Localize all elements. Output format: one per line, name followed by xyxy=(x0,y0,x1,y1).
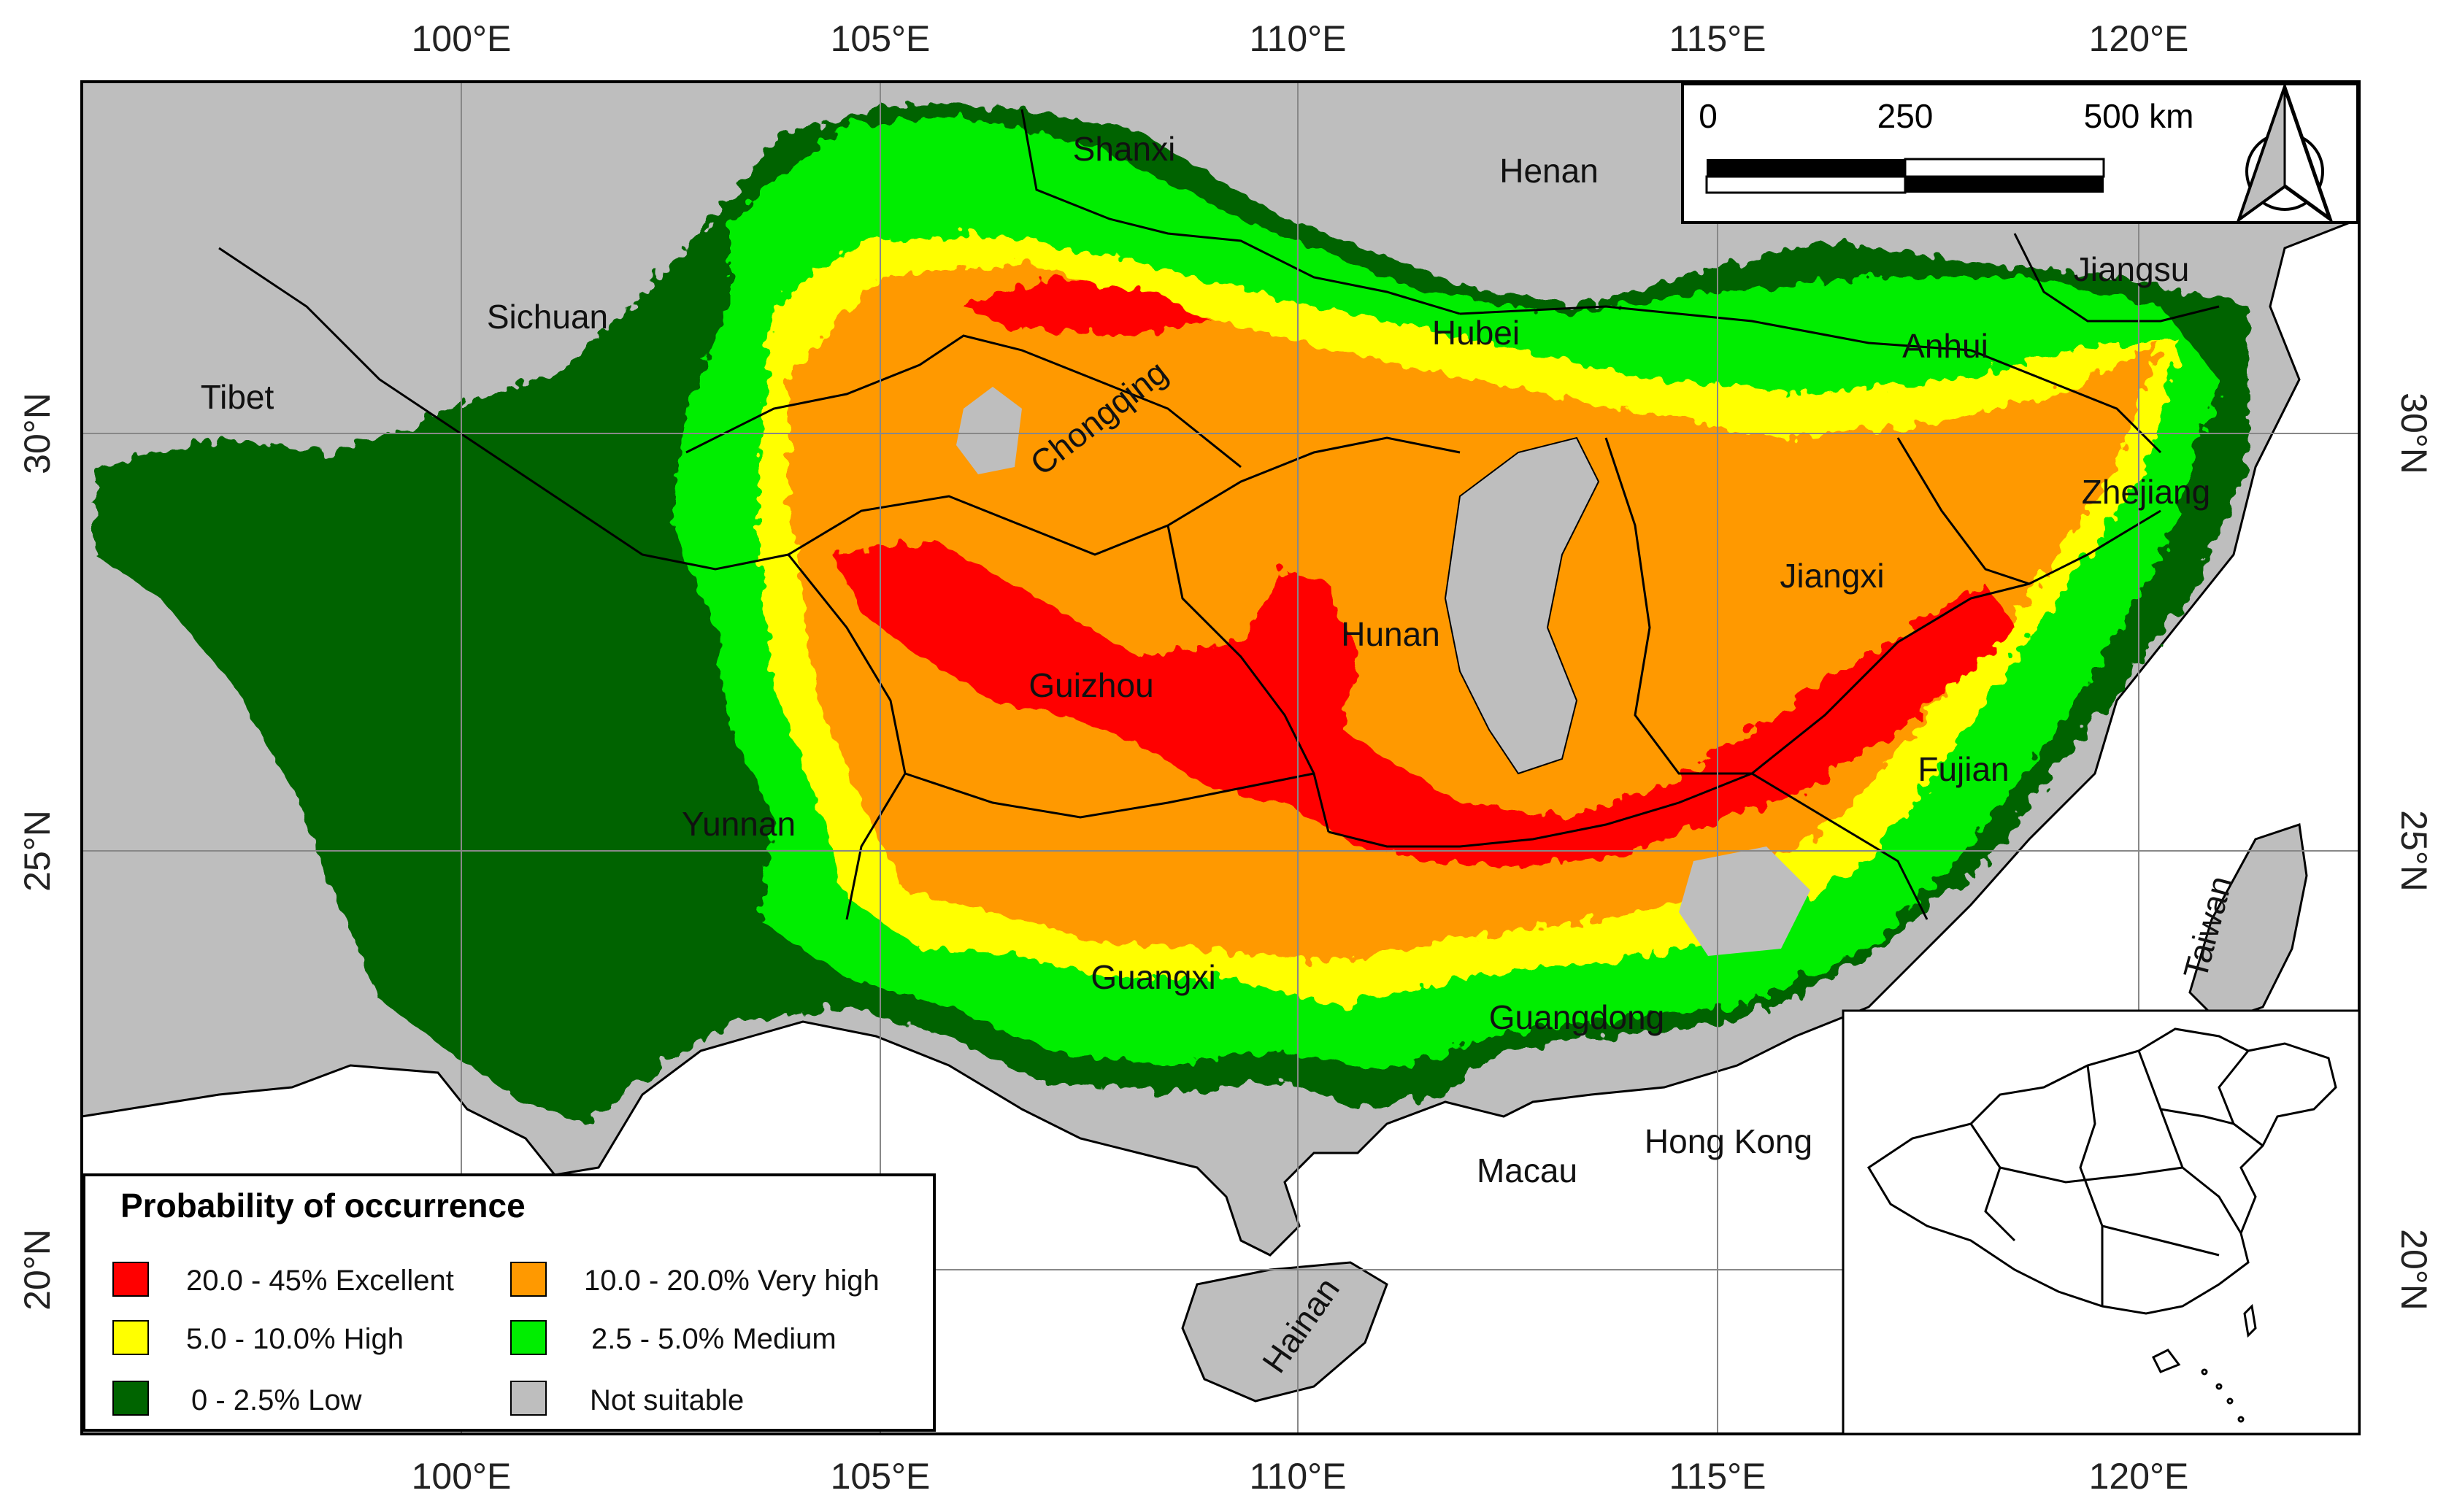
inset-map-panel xyxy=(1842,1009,2361,1435)
legend-label-high: 5.0 - 10.0% High xyxy=(186,1323,404,1355)
hainan-island xyxy=(1181,1261,1388,1403)
label-jiangsu: Jiangsu xyxy=(2074,250,2190,288)
label-hunan: Hunan xyxy=(1341,615,1440,653)
legend: Probability of occurrence 20.0 - 45% Exc… xyxy=(82,1173,936,1432)
guangdong-lowland xyxy=(1679,846,1810,956)
label-jiangxi: Jiangxi xyxy=(1780,557,1884,595)
left-axis: 30°N 25°N 20°N xyxy=(17,393,58,1311)
label-hong-kong: Hong Kong xyxy=(1645,1122,1812,1160)
scale-segment-white-top xyxy=(1904,158,2105,178)
legend-label-not-suitable: Not suitable xyxy=(590,1384,744,1416)
legend-swatch-very-high xyxy=(510,1262,547,1297)
map-area xyxy=(82,82,2359,1434)
scale-segment-black-top xyxy=(1707,159,1905,177)
label-guangxi: Guangxi xyxy=(1091,958,1215,996)
scale-label-500: 500 km xyxy=(2084,97,2194,135)
label-henan: Henan xyxy=(1499,152,1599,190)
left-tick-label: 30°N xyxy=(17,393,58,474)
label-macau: Macau xyxy=(1477,1152,1577,1189)
top-tick-label: 105°E xyxy=(831,18,931,59)
legend-label-very-high: 10.0 - 20.0% Very high xyxy=(584,1265,880,1297)
legend-swatch-excellent xyxy=(112,1262,149,1297)
label-fujian: Fujian xyxy=(1918,750,2009,788)
taiwan-island xyxy=(2188,823,2308,1023)
legend-label-low: 0 - 2.5% Low xyxy=(191,1384,362,1416)
province-boundaries xyxy=(218,109,2220,920)
legend-label-medium: 2.5 - 5.0% Medium xyxy=(591,1323,837,1355)
scale-label-250: 250 xyxy=(1877,97,1934,135)
scale-bar xyxy=(1705,158,2105,194)
scale-bar-panel: 0 250 500 km xyxy=(1681,82,2359,224)
label-sichuan: Sichuan xyxy=(487,298,608,336)
map-frame xyxy=(80,80,2361,1435)
legend-swatch-medium xyxy=(510,1320,547,1355)
scale-segment-black-bottom xyxy=(1905,177,2104,193)
left-tick-label: 20°N xyxy=(17,1229,58,1311)
left-tick-label: 25°N xyxy=(17,810,58,892)
bottom-tick-label: 115°E xyxy=(1669,1456,1766,1497)
label-guizhou: Guizhou xyxy=(1028,666,1153,704)
bottom-tick-label: 110°E xyxy=(1249,1456,1346,1497)
label-yunnan: Yunnan xyxy=(682,805,796,843)
legend-swatch-low xyxy=(112,1381,149,1416)
bottom-tick-label: 100°E xyxy=(412,1456,512,1497)
bottom-axis: 100°E 105°E 110°E 115°E 120°E xyxy=(412,1456,2189,1497)
top-axis: 100°E 105°E 110°E 115°E 120°E xyxy=(412,18,2189,59)
dongting-lake-region xyxy=(1444,436,1600,775)
label-guangdong: Guangdong xyxy=(1489,998,1664,1036)
scale-segment-white-bottom xyxy=(1705,175,1907,194)
top-tick-label: 110°E xyxy=(1249,18,1346,59)
chongqing-depression xyxy=(956,387,1022,474)
right-tick-label: 20°N xyxy=(2393,1229,2434,1311)
bottom-tick-label: 120°E xyxy=(2089,1456,2189,1497)
top-tick-label: 100°E xyxy=(412,18,512,59)
legend-box xyxy=(82,1173,936,1432)
label-zhejiang: Zhejiang xyxy=(2082,473,2210,511)
legend-label-excellent: 20.0 - 45% Excellent xyxy=(186,1265,454,1297)
label-shanxi: Shanxi xyxy=(1073,130,1176,168)
right-tick-label: 25°N xyxy=(2393,810,2434,892)
scale-label-0: 0 xyxy=(1699,97,1718,135)
legend-swatch-high xyxy=(112,1320,149,1355)
north-arrow-icon xyxy=(2236,82,2334,224)
right-axis: 30°N 25°N 20°N xyxy=(2393,393,2434,1311)
top-tick-label: 115°E xyxy=(1669,18,1766,59)
legend-title: Probability of occurrence xyxy=(120,1187,526,1224)
excellent-zone-north xyxy=(964,277,1212,336)
top-tick-label: 120°E xyxy=(2089,18,2189,59)
legend-swatch-not-suitable xyxy=(510,1381,547,1416)
label-tibet: Tibet xyxy=(201,378,274,416)
label-anhui: Anhui xyxy=(1902,327,1988,365)
right-tick-label: 30°N xyxy=(2393,393,2434,474)
label-hubei: Hubei xyxy=(1432,314,1520,352)
bottom-tick-label: 105°E xyxy=(831,1456,931,1497)
china-outline-map-icon xyxy=(1866,1027,2337,1423)
